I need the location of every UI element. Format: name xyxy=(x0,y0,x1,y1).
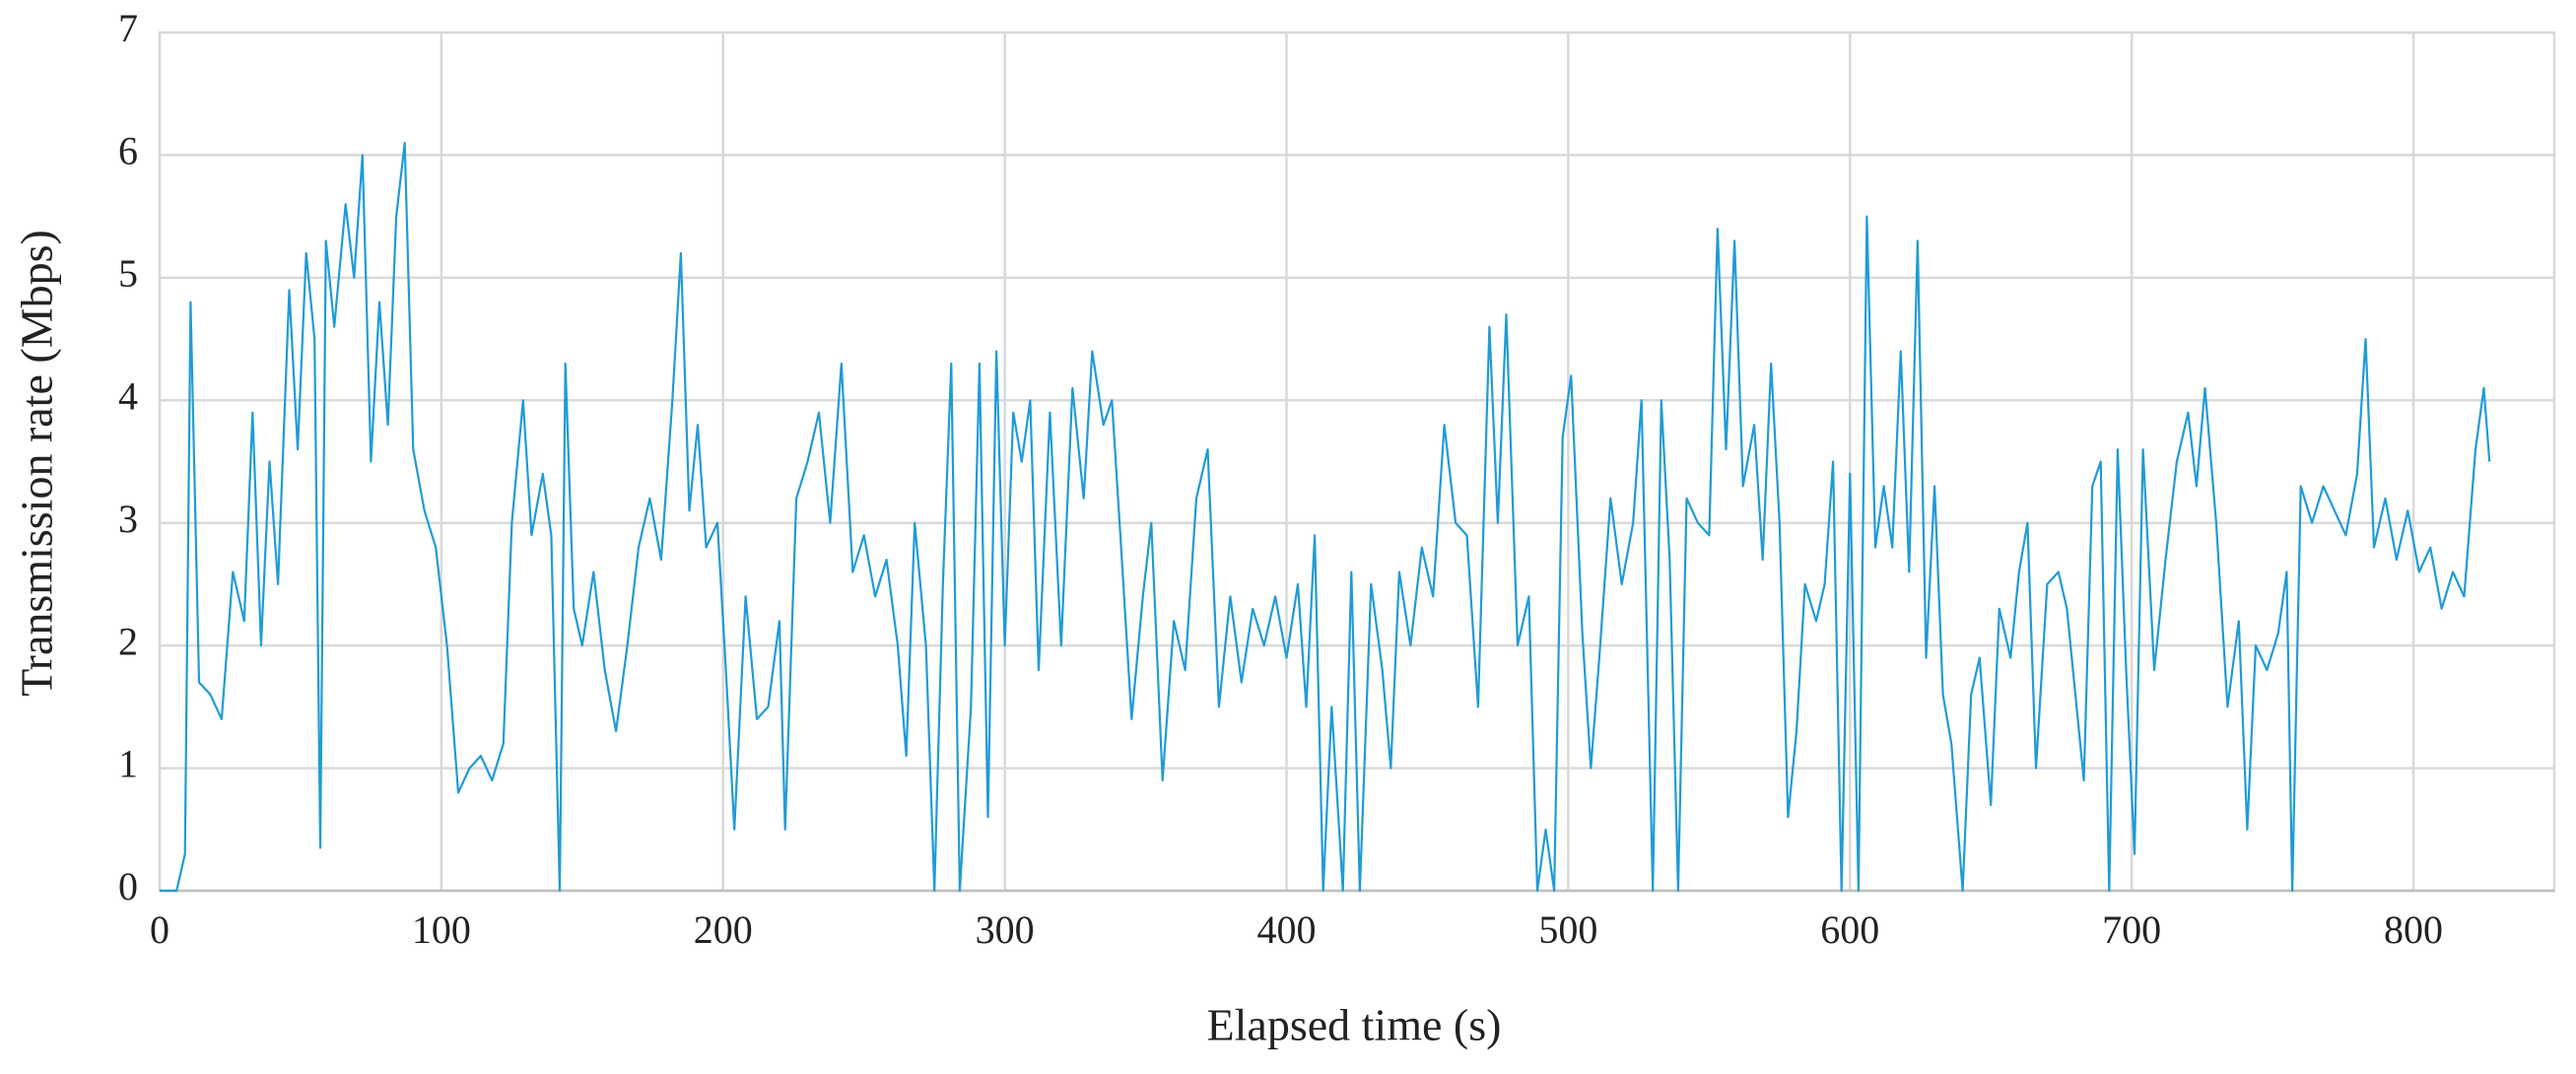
x-tick-label: 500 xyxy=(1538,907,1597,952)
y-tick-label: 5 xyxy=(118,251,138,296)
x-tick-label: 200 xyxy=(694,907,753,952)
x-axis-title: Elapsed time (s) xyxy=(1207,1000,1502,1050)
y-tick-label: 7 xyxy=(118,6,138,50)
x-tick-label: 700 xyxy=(2102,907,2161,952)
x-tick-label: 0 xyxy=(150,907,169,952)
x-tick-label: 800 xyxy=(2384,907,2443,952)
y-tick-label: 6 xyxy=(118,129,138,173)
y-tick-label: 0 xyxy=(118,864,138,908)
x-tick-label: 600 xyxy=(1820,907,1879,952)
y-tick-label: 4 xyxy=(118,373,138,418)
y-axis-title: Transmission rate (Mbps) xyxy=(12,230,62,697)
x-tick-label: 100 xyxy=(412,907,471,952)
y-tick-label: 2 xyxy=(118,619,138,663)
y-tick-label: 3 xyxy=(118,497,138,541)
data-line xyxy=(160,141,2491,893)
y-tick-label: 1 xyxy=(118,742,138,786)
x-tick-label: 300 xyxy=(976,907,1035,952)
x-tick-label: 400 xyxy=(1257,907,1317,952)
